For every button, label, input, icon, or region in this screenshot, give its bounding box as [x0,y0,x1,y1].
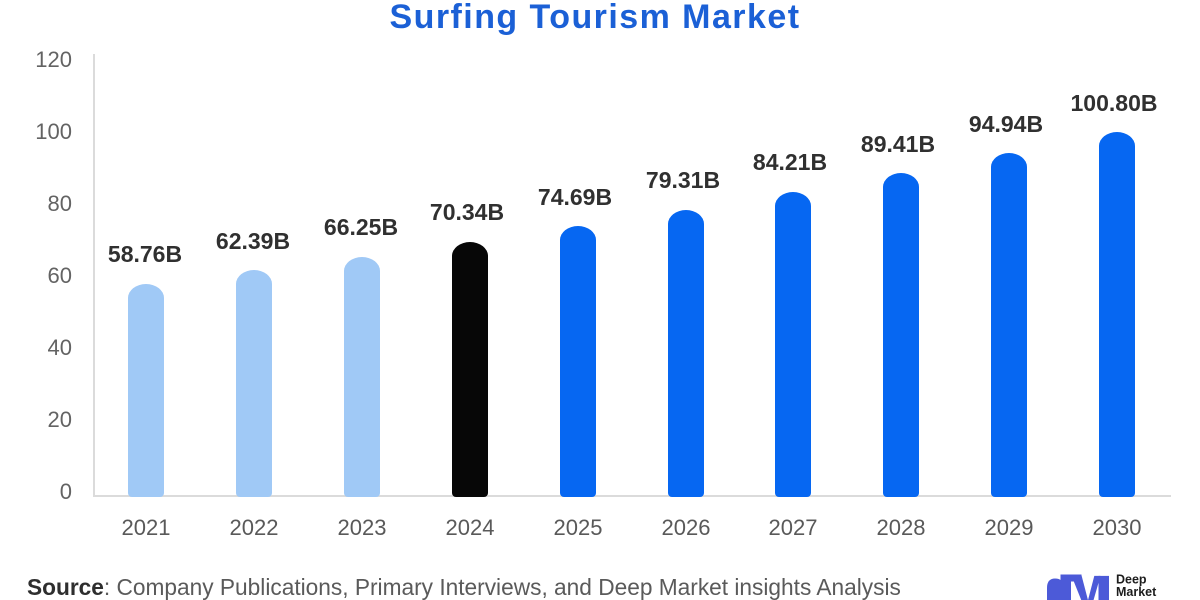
svg-text:Deep: Deep [1116,574,1147,587]
svg-text:Market: Market [1116,585,1157,599]
